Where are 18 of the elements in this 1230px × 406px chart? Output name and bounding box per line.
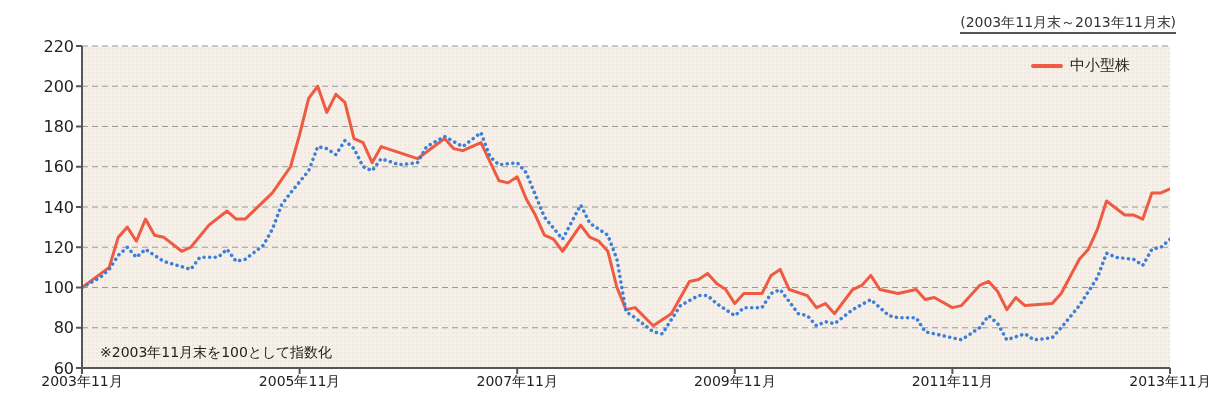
line-series bbox=[82, 130, 1170, 342]
y-tick-label: 80 bbox=[53, 318, 74, 338]
x-tick-label: 2005年11月 bbox=[258, 372, 341, 389]
legend-label: 中小型株 bbox=[1070, 56, 1130, 75]
y-tick-label: 220 bbox=[43, 36, 74, 56]
y-tick-label: 120 bbox=[43, 237, 74, 257]
y-tick-label: 140 bbox=[43, 197, 74, 217]
y-tick-label: 100 bbox=[43, 278, 74, 298]
x-tick-label: 2011年11月 bbox=[911, 372, 994, 389]
annotation: ※2003年11月末を100として指数化 bbox=[100, 344, 332, 362]
x-tick-label: 2013年11月 bbox=[1129, 372, 1211, 389]
chart-subtitle: (2003年11月末～2013年11月末) bbox=[960, 14, 1176, 34]
x-tick-label: 2009年11月 bbox=[694, 372, 776, 389]
y-tick-label: 200 bbox=[43, 76, 74, 96]
line-series bbox=[82, 84, 1170, 328]
y-tick-label: 180 bbox=[43, 117, 74, 137]
y-tick-label: 160 bbox=[43, 157, 74, 177]
x-tick-label: 2007年11月 bbox=[476, 372, 558, 389]
